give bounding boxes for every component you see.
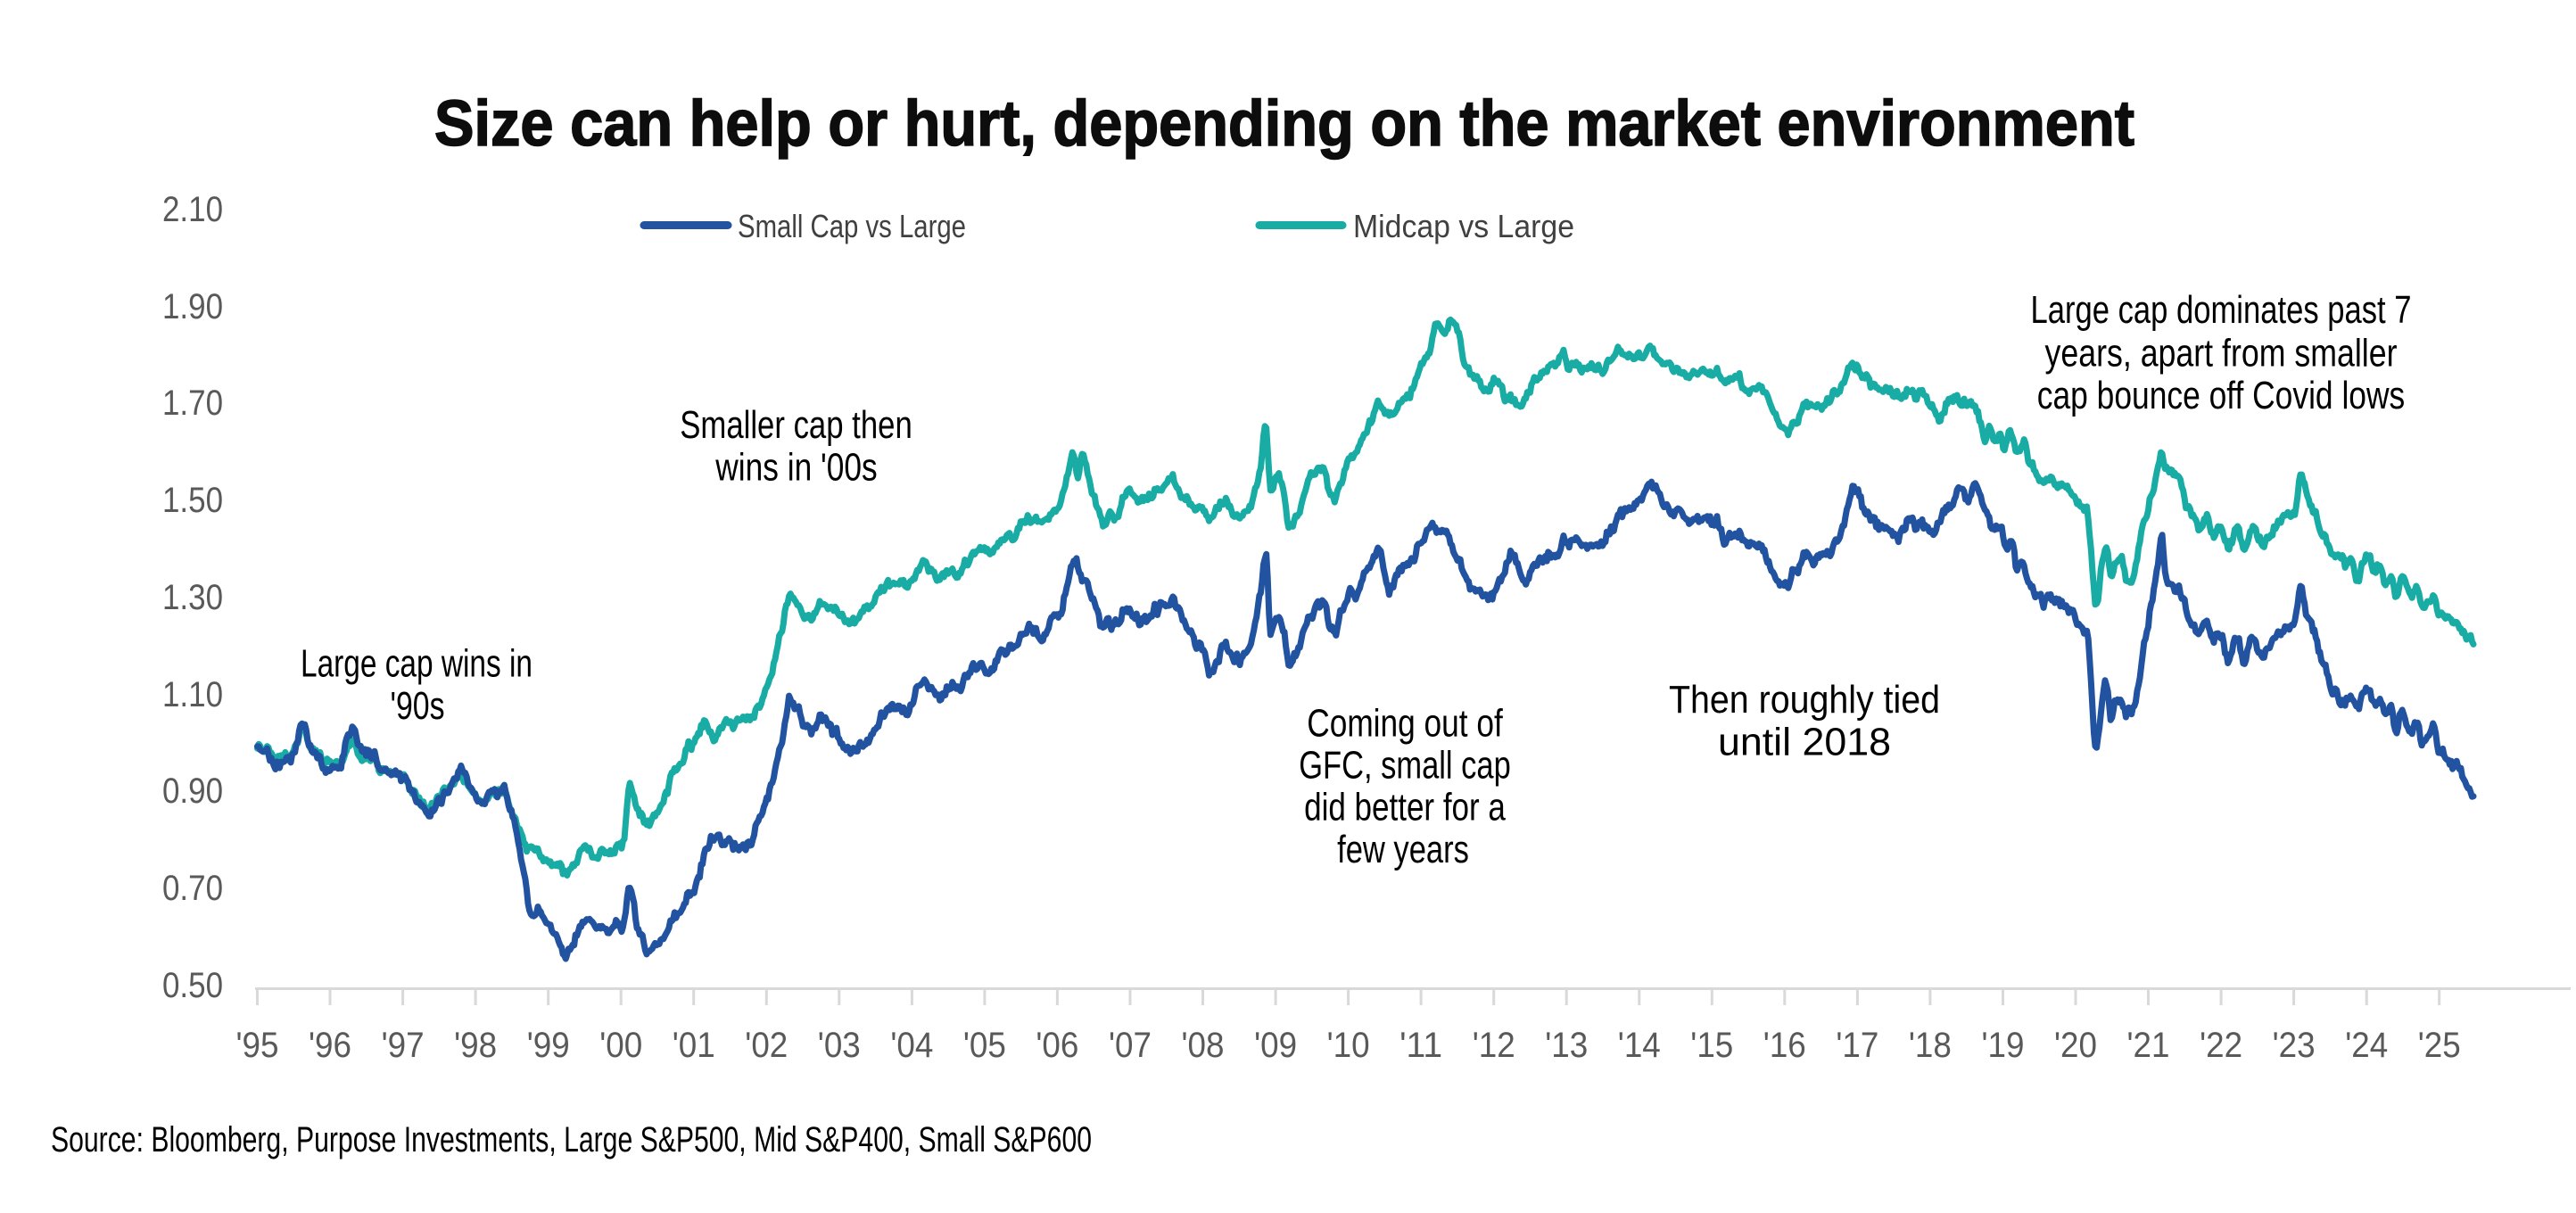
svg-text:Source: Bloomberg, Purpose Inv: Source: Bloomberg, Purpose Investments, …	[51, 1120, 1092, 1159]
svg-text:'99: '99	[527, 1026, 570, 1065]
svg-text:'96: '96	[309, 1026, 351, 1065]
svg-text:1.70: 1.70	[162, 384, 223, 423]
svg-text:'17: '17	[1836, 1026, 1878, 1065]
svg-text:'00: '00	[599, 1026, 642, 1065]
svg-text:wins in '00s: wins in '00s	[714, 446, 877, 490]
svg-text:'08: '08	[1182, 1026, 1225, 1065]
svg-text:GFC, small cap: GFC, small cap	[1299, 744, 1511, 788]
svg-text:'12: '12	[1473, 1026, 1515, 1065]
svg-text:Size can help or hurt, dependi: Size can help or hurt, depending on the …	[434, 88, 2134, 160]
svg-text:Smaller cap then: Smaller cap then	[680, 403, 912, 447]
svg-text:1.50: 1.50	[162, 481, 223, 520]
svg-text:'11: '11	[1399, 1026, 1442, 1065]
svg-text:'19: '19	[1982, 1026, 2025, 1065]
svg-text:cap bounce off Covid lows: cap bounce off Covid lows	[2037, 374, 2406, 417]
svg-text:'18: '18	[1909, 1026, 1952, 1065]
svg-text:'07: '07	[1109, 1026, 1152, 1065]
svg-text:'09: '09	[1254, 1026, 1297, 1065]
svg-text:years, apart from smaller: years, apart from smaller	[2045, 332, 2398, 375]
svg-text:Coming out of: Coming out of	[1307, 701, 1503, 745]
svg-text:'02: '02	[745, 1026, 788, 1065]
svg-text:'97: '97	[382, 1026, 425, 1065]
svg-text:Large cap dominates past 7: Large cap dominates past 7	[2031, 288, 2412, 332]
svg-text:until 2018: until 2018	[1718, 721, 1891, 764]
svg-text:'22: '22	[2200, 1026, 2242, 1065]
svg-text:2.10: 2.10	[162, 190, 223, 229]
svg-text:'90s: '90s	[391, 684, 445, 728]
svg-text:1.10: 1.10	[162, 675, 223, 714]
svg-text:1.30: 1.30	[162, 578, 223, 617]
svg-text:Midcap vs Large: Midcap vs Large	[1353, 208, 1574, 244]
svg-text:0.90: 0.90	[162, 772, 223, 811]
svg-text:'25: '25	[2418, 1026, 2461, 1065]
svg-text:'13: '13	[1545, 1026, 1588, 1065]
svg-text:'15: '15	[1690, 1026, 1733, 1065]
svg-text:'21: '21	[2127, 1026, 2170, 1065]
svg-text:0.70: 0.70	[162, 869, 223, 908]
svg-text:'20: '20	[2054, 1026, 2097, 1065]
svg-text:'24: '24	[2345, 1026, 2388, 1065]
svg-text:did better for a: did better for a	[1304, 786, 1506, 829]
svg-text:'06: '06	[1036, 1026, 1078, 1065]
svg-text:'16: '16	[1763, 1026, 1806, 1065]
svg-text:'10: '10	[1327, 1026, 1370, 1065]
svg-text:0.50: 0.50	[162, 966, 223, 1005]
svg-text:'98: '98	[454, 1026, 497, 1065]
svg-text:'23: '23	[2273, 1026, 2316, 1065]
svg-text:'05: '05	[963, 1026, 1006, 1065]
svg-text:'95: '95	[236, 1026, 279, 1065]
svg-text:Then roughly tied: Then roughly tied	[1669, 678, 1940, 722]
svg-text:Small Cap vs Large: Small Cap vs Large	[738, 208, 966, 244]
svg-text:'14: '14	[1618, 1026, 1661, 1065]
svg-text:Large cap wins in: Large cap wins in	[301, 642, 533, 686]
svg-text:'03: '03	[818, 1026, 861, 1065]
svg-text:1.90: 1.90	[162, 287, 223, 326]
svg-text:few years: few years	[1337, 828, 1469, 871]
svg-text:'01: '01	[673, 1026, 715, 1065]
svg-text:'04: '04	[890, 1026, 933, 1065]
